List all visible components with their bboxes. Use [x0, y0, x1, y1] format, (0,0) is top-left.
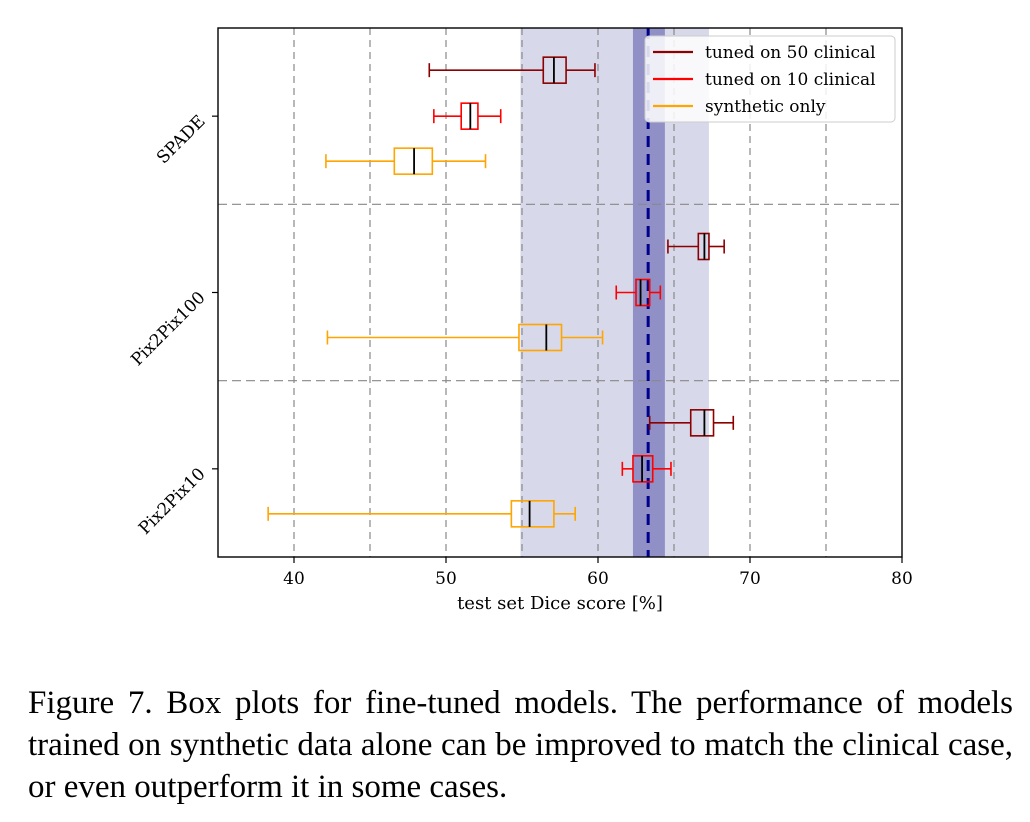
- legend-label-0: tuned on 50 clinical: [705, 43, 876, 63]
- y-tick-label-SPADE: SPADE: [153, 112, 209, 168]
- x-tick-label-40: 40: [283, 569, 305, 589]
- box-Pix2Pix10-tuned-on-50-clinical: [689, 409, 715, 437]
- x-tick-label-60: 60: [587, 569, 609, 589]
- legend-label-1: tuned on 10 clinical: [705, 70, 876, 90]
- boxplot-figure: 40 50 60 70 80 test set Dice score [%] SPADE Pi…: [127, 27, 913, 614]
- y-tick-label-Pix2Pix10: Pix2Pix10: [135, 464, 210, 539]
- y-tick-label-Pix2Pix100: Pix2Pix100: [127, 288, 209, 370]
- box-Pix2Pix100-tuned-on-10-clinical: [635, 278, 651, 307]
- series-tuned-on-10-clinical: [433, 102, 672, 483]
- series-tuned-on-50-clinical: [428, 56, 735, 437]
- x-axis-label: test set Dice score [%]: [457, 593, 663, 614]
- legend-box: [644, 35, 896, 123]
- legend-label-2: synthetic only: [705, 97, 826, 117]
- figure-caption: Figure 7. Box plots for fine-tuned model…: [28, 685, 1013, 805]
- series-synthetic-only: [267, 147, 604, 528]
- box-Pix2Pix10-synthetic-only: [510, 500, 555, 528]
- x-tick-label-70: 70: [739, 569, 761, 589]
- x-tick-label-50: 50: [435, 569, 457, 589]
- box-Pix2Pix100-synthetic-only: [518, 323, 563, 352]
- x-tick-label-80: 80: [891, 569, 913, 589]
